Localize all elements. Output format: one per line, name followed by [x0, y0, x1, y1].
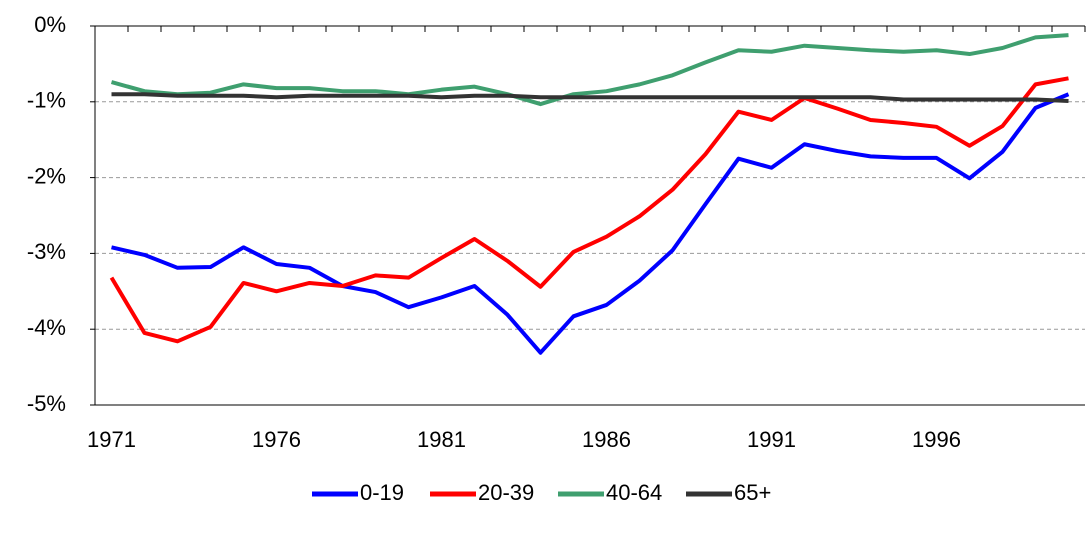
- legend-label: 20-39: [478, 480, 534, 505]
- x-tick-label: 1996: [912, 427, 961, 452]
- y-tick-label: -1%: [27, 88, 66, 113]
- y-tick-label: 0%: [34, 12, 66, 37]
- y-tick-label: -3%: [27, 239, 66, 264]
- legend-label: 0-19: [360, 480, 404, 505]
- x-tick-label: 1976: [252, 427, 301, 452]
- legend-label: 40-64: [606, 480, 662, 505]
- series-line: [111, 92, 1070, 355]
- x-tick-label: 1991: [747, 427, 796, 452]
- x-tick-label: 1971: [87, 427, 136, 452]
- y-tick-label: -4%: [27, 315, 66, 340]
- series-line: [111, 92, 1069, 104]
- y-tick-label: -5%: [27, 391, 66, 416]
- legend-label: 65+: [734, 480, 771, 505]
- x-tick-label: 1981: [417, 427, 466, 452]
- series-line: [110, 33, 1069, 107]
- y-tick-label: -2%: [27, 163, 66, 188]
- series-line: [109, 76, 1069, 344]
- x-tick-label: 1986: [582, 427, 631, 452]
